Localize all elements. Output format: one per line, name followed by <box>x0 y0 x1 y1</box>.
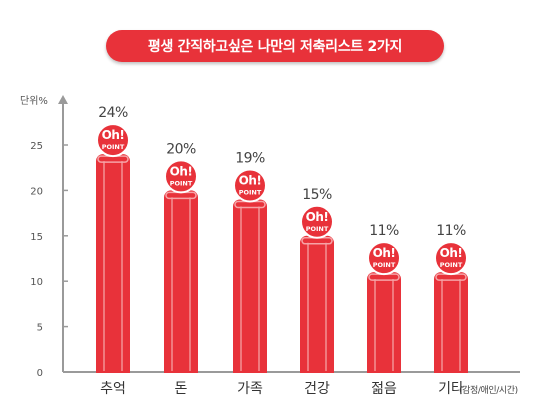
badge-text-oh: Oh! <box>102 128 125 142</box>
badge-text-oh: Oh! <box>239 173 262 187</box>
bar-base <box>164 198 198 373</box>
oh-point-badge: Oh!POINT <box>164 159 198 194</box>
category-note: (감정/애인/시간) <box>459 386 518 396</box>
badge-text-point: POINT <box>102 143 125 151</box>
chart-title: 평생 간직하고싶은 나만의 저축리스트 2가지 <box>106 30 444 62</box>
badge-text-oh: Oh! <box>170 164 193 178</box>
bar-base <box>367 280 401 373</box>
value-label: 11% <box>369 223 399 239</box>
category-label: 젊음 <box>371 381 397 397</box>
category-label: 가족 <box>237 381 263 397</box>
bar-base <box>233 207 267 373</box>
value-label: 19% <box>235 150 265 166</box>
badge-text-point: POINT <box>170 179 193 187</box>
unit-label: 단위% <box>20 96 48 107</box>
y-tick-label: 10 <box>30 277 43 288</box>
badge-text-point: POINT <box>440 261 463 269</box>
value-label: 15% <box>302 187 332 203</box>
y-tick-label: 20 <box>30 186 43 197</box>
oh-point-badge: Oh!POINT <box>434 241 468 276</box>
badge-circle <box>434 241 468 276</box>
oh-point-badge: Oh!POINT <box>300 204 334 239</box>
badge-text-oh: Oh! <box>440 246 463 260</box>
badge-circle <box>367 241 401 276</box>
y-tick-label: 5 <box>37 323 43 334</box>
y-tick-label: 15 <box>30 232 43 243</box>
y-axis-arrow <box>58 95 68 104</box>
badge-text-point: POINT <box>239 188 262 196</box>
badge-text-oh: Oh! <box>373 246 396 260</box>
oh-point-badge: Oh!POINT <box>367 241 401 276</box>
bar-base <box>434 280 468 373</box>
oh-point-badge: Oh!POINT <box>96 123 130 158</box>
badge-circle <box>300 204 334 239</box>
chart-bars: Oh!POINT24%추억Oh!POINT20%돈Oh!POINT19%가족Oh… <box>96 105 468 397</box>
badge-text-point: POINT <box>306 225 329 233</box>
category-label: 기타 <box>438 381 464 397</box>
value-label: 24% <box>98 105 128 121</box>
bar-base <box>96 162 130 373</box>
badge-circle <box>164 159 198 194</box>
value-label: 20% <box>166 141 196 157</box>
y-tick-label: 0 <box>37 368 43 379</box>
bar-base <box>300 243 334 373</box>
category-label: 건강 <box>304 381 330 397</box>
category-label: 추억 <box>100 381 126 397</box>
y-tick-label: 25 <box>30 141 43 152</box>
category-label: 돈 <box>175 381 188 397</box>
badge-circle <box>96 123 130 158</box>
value-label: 11% <box>436 223 466 239</box>
badge-text-point: POINT <box>373 261 396 269</box>
badge-circle <box>233 168 267 203</box>
badge-text-oh: Oh! <box>306 210 329 224</box>
oh-point-badge: Oh!POINT <box>233 168 267 203</box>
